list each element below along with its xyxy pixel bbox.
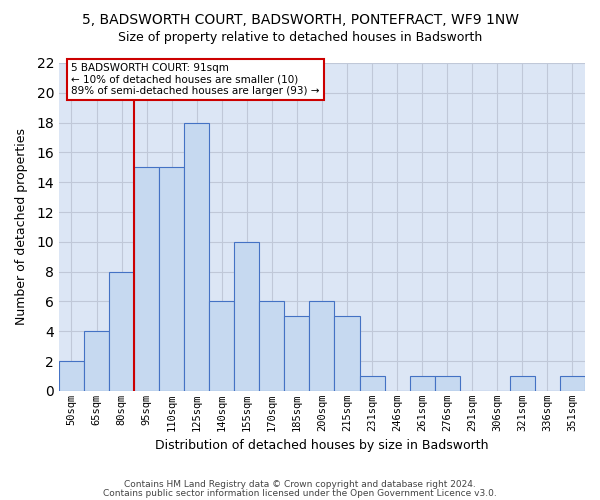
Bar	[359, 376, 385, 391]
Text: Size of property relative to detached houses in Badsworth: Size of property relative to detached ho…	[118, 31, 482, 44]
Bar	[284, 316, 310, 391]
Bar	[434, 376, 460, 391]
Bar	[234, 242, 259, 391]
Bar	[109, 272, 134, 391]
Bar	[209, 302, 234, 391]
Bar	[159, 168, 184, 391]
Bar	[134, 168, 159, 391]
Bar	[310, 302, 334, 391]
Text: Contains public sector information licensed under the Open Government Licence v3: Contains public sector information licen…	[103, 490, 497, 498]
X-axis label: Distribution of detached houses by size in Badsworth: Distribution of detached houses by size …	[155, 440, 489, 452]
Bar	[259, 302, 284, 391]
Bar	[410, 376, 434, 391]
Text: 5 BADSWORTH COURT: 91sqm
← 10% of detached houses are smaller (10)
89% of semi-d: 5 BADSWORTH COURT: 91sqm ← 10% of detach…	[71, 63, 320, 96]
Text: Contains HM Land Registry data © Crown copyright and database right 2024.: Contains HM Land Registry data © Crown c…	[124, 480, 476, 489]
Bar	[510, 376, 535, 391]
Bar	[59, 361, 84, 391]
Bar	[560, 376, 585, 391]
Bar	[184, 122, 209, 391]
Bar	[334, 316, 359, 391]
Bar	[84, 332, 109, 391]
Y-axis label: Number of detached properties: Number of detached properties	[15, 128, 28, 326]
Text: 5, BADSWORTH COURT, BADSWORTH, PONTEFRACT, WF9 1NW: 5, BADSWORTH COURT, BADSWORTH, PONTEFRAC…	[82, 12, 518, 26]
